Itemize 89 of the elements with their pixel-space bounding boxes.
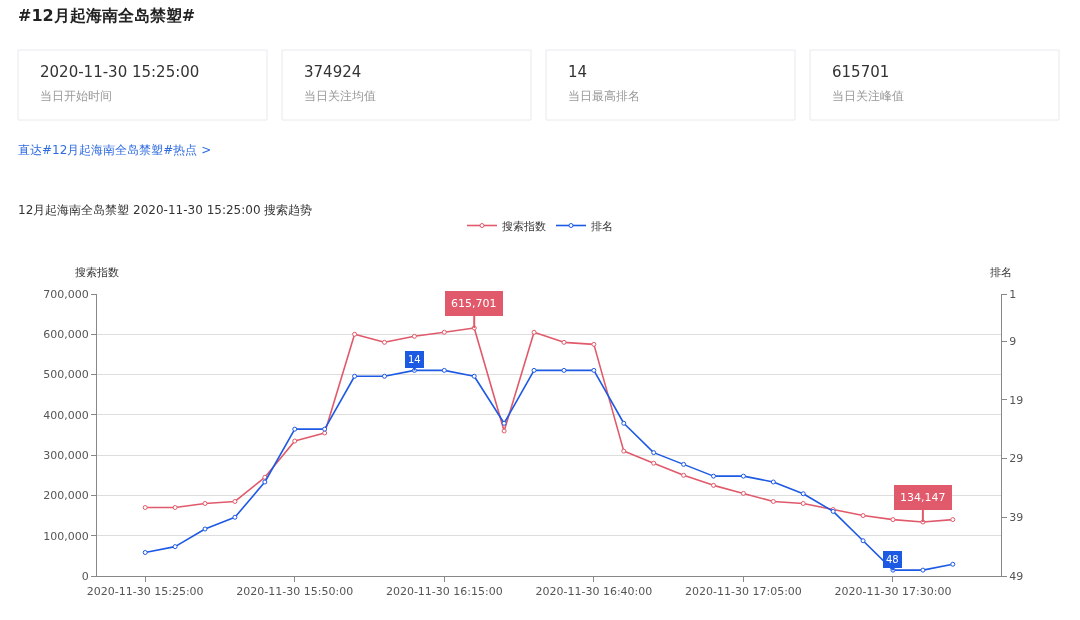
point (561, 339, 567, 345)
point (411, 333, 417, 339)
legend-label: 排名 (591, 219, 613, 233)
point (711, 473, 717, 479)
point (172, 544, 178, 550)
x-tick-label: 2020-11-30 15:50:00 (236, 585, 354, 599)
point (292, 426, 298, 432)
point (860, 513, 866, 519)
x-tick-label: 2020-11-30 17:05:00 (685, 585, 802, 599)
point (322, 426, 328, 432)
point (651, 450, 657, 456)
text: 2020-11-30 15:25:00 (40, 63, 200, 81)
point (232, 514, 238, 520)
annotation: 14 (408, 354, 421, 365)
point (591, 341, 597, 347)
point (740, 473, 746, 479)
text: 615701 (832, 63, 890, 81)
y-axis-title: 搜索指数 (75, 266, 119, 279)
y2-tick-label: 9 (1009, 334, 1017, 348)
chart-title: 12月起海南全岛禁塑 2020-11-30 15:25:00 搜索趋势 (18, 203, 313, 217)
point (770, 498, 776, 504)
point (950, 517, 956, 523)
y-tick-label: 700,000 (43, 287, 89, 301)
point (950, 561, 956, 567)
point (381, 339, 387, 345)
point (800, 500, 806, 506)
x-tick-label: 2020-11-30 15:25:00 (86, 585, 204, 599)
point (172, 505, 178, 511)
point (322, 430, 328, 436)
point (441, 367, 447, 373)
y2-tick-label: 19 (1009, 393, 1024, 407)
x-tick-label: 2020-11-30 16:40:00 (535, 585, 653, 599)
point (202, 526, 208, 532)
y-tick-label: 300,000 (43, 448, 89, 462)
y2-tick-label: 29 (1009, 452, 1024, 466)
point (651, 460, 657, 466)
text: 当日关注均值 (304, 89, 376, 103)
x-tick-label: 2020-11-30 16:15:00 (385, 585, 503, 599)
point (501, 420, 507, 426)
y-tick-label: 600,000 (43, 328, 89, 342)
point (352, 331, 358, 337)
y-tick-label: 100,000 (43, 529, 89, 543)
annotation: 134,147 (900, 491, 946, 504)
text: 当日关注峰值 (832, 89, 904, 103)
point (740, 490, 746, 496)
text: 374924 (304, 63, 362, 81)
point (501, 428, 507, 434)
point (770, 479, 776, 485)
text: 14 (568, 63, 588, 81)
point (441, 329, 447, 335)
y2-tick-label: 1 (1009, 287, 1017, 301)
y2-tick-label: 39 (1009, 511, 1024, 525)
point (531, 329, 537, 335)
legend-label: 搜索指数 (502, 219, 546, 233)
point (920, 567, 926, 573)
point (860, 538, 866, 544)
text: 当日开始时间 (40, 89, 112, 103)
point (262, 479, 268, 485)
point (681, 472, 687, 478)
point (621, 420, 627, 426)
point (202, 500, 208, 506)
point (232, 498, 238, 504)
point (142, 550, 148, 555)
point (621, 448, 627, 454)
point (681, 461, 687, 467)
y-tick-label: 500,000 (43, 368, 89, 382)
text: 直达#12月起海南全岛禁塑#热点 > (18, 143, 212, 157)
point (292, 438, 298, 444)
annotation: 48 (886, 554, 899, 565)
y-tick-label: 200,000 (43, 489, 89, 503)
point (561, 367, 567, 373)
point (531, 367, 537, 373)
point (890, 517, 896, 523)
point (142, 505, 148, 511)
x-tick-label: 2020-11-30 17:30:00 (834, 585, 952, 599)
point (262, 474, 268, 480)
y-tick-label: 400,000 (43, 408, 89, 422)
point (352, 373, 358, 379)
point (381, 373, 387, 379)
point (800, 491, 806, 497)
y2-tick-label: 49 (1009, 569, 1024, 583)
annotation: 615,701 (451, 297, 497, 310)
point (711, 482, 717, 488)
text: #12月起海南全岛禁塑# (18, 6, 196, 25)
point (591, 367, 597, 373)
y2-axis-title: 排名 (990, 266, 1012, 279)
y-tick-label: 0 (81, 569, 89, 583)
point (471, 373, 477, 379)
text: 当日最高排名 (568, 89, 640, 103)
